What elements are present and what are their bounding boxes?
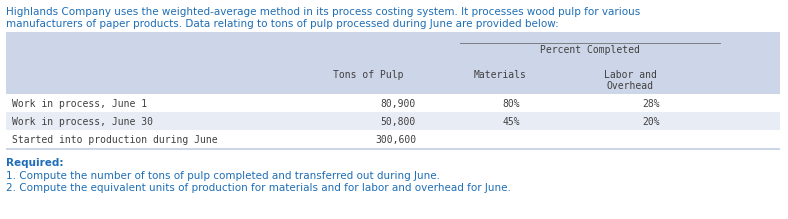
Text: 80,900: 80,900 [381, 99, 416, 109]
Text: 80%: 80% [503, 99, 520, 109]
Bar [6, 130, 780, 148]
Text: 50,800: 50,800 [381, 117, 416, 127]
Text: 2. Compute the equivalent units of production for materials and for labor and ov: 2. Compute the equivalent units of produ… [6, 183, 511, 193]
Text: Work in process, June 1: Work in process, June 1 [12, 99, 147, 109]
Text: Materials: Materials [474, 70, 526, 80]
Bar [6, 112, 780, 130]
Text: Percent Completed: Percent Completed [540, 45, 640, 55]
Text: Started into production during June: Started into production during June [12, 135, 217, 145]
Text: Labor and: Labor and [604, 70, 656, 80]
Text: Required:: Required: [6, 158, 64, 168]
Text: manufacturers of paper products. Data relating to tons of pulp processed during : manufacturers of paper products. Data re… [6, 19, 559, 29]
Text: 45%: 45% [503, 117, 520, 127]
Bar [6, 94, 780, 112]
Bar [6, 32, 780, 150]
Text: 20%: 20% [642, 117, 660, 127]
Text: Work in process, June 30: Work in process, June 30 [12, 117, 153, 127]
Text: Overhead: Overhead [607, 81, 653, 91]
Text: Tons of Pulp: Tons of Pulp [333, 70, 403, 80]
Text: Highlands Company uses the weighted-average method in its process costing system: Highlands Company uses the weighted-aver… [6, 7, 640, 17]
Text: 28%: 28% [642, 99, 660, 109]
Text: 300,600: 300,600 [375, 135, 416, 145]
Text: 1. Compute the number of tons of pulp completed and transferred out during June.: 1. Compute the number of tons of pulp co… [6, 171, 440, 181]
